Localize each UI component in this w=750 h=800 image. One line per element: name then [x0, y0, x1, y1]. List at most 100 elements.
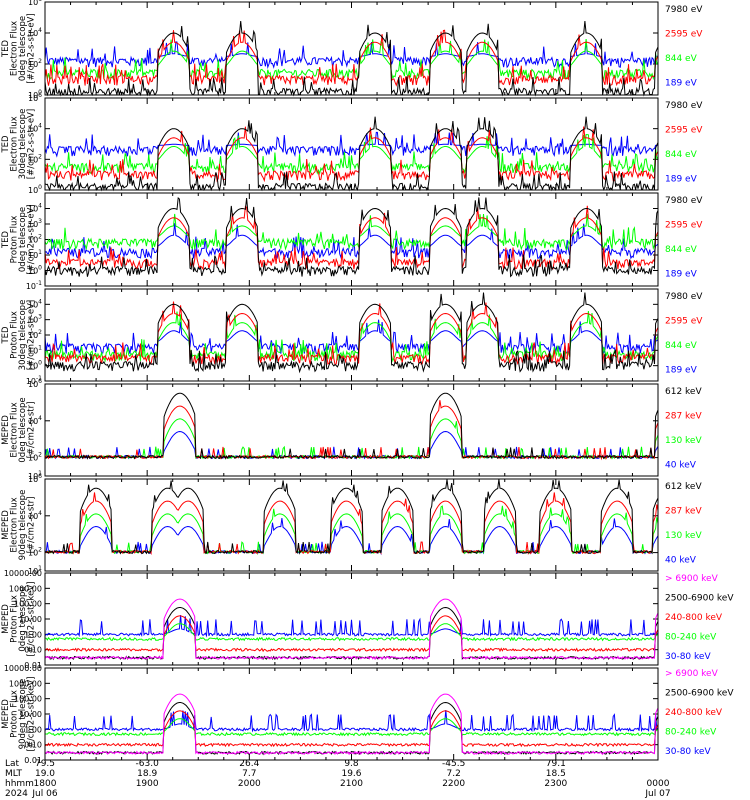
plot-frame — [44, 1, 659, 96]
legend-entry: 7980 eV — [665, 5, 703, 15]
y-axis-label-line: 0deg telescope — [18, 397, 28, 462]
x-tick-label: 79.1 — [546, 759, 566, 769]
y-tick-label: 0.01 — [24, 661, 42, 670]
y-axis-label-line: TED — [1, 326, 11, 345]
y-axis-label-line: MEPED — [1, 510, 11, 540]
series-trace-red — [44, 126, 659, 183]
legend-entry: 2595 eV — [665, 317, 703, 327]
series-trace-red — [44, 301, 659, 366]
y-axis-label-line: [#/cm2-s-str-eV] — [27, 109, 37, 179]
legend-entry: 30-80 keV — [665, 652, 711, 662]
y-tick-label: 102 — [28, 452, 42, 463]
series-trace-black — [44, 479, 659, 555]
x-axis-row-label: MLT — [5, 769, 23, 779]
y-tick-label: 102 — [28, 58, 42, 69]
legend-entry: 612 keV — [665, 387, 702, 397]
x-tick-label: Jul 06 — [31, 789, 57, 799]
x-axis-row-label: Lat — [5, 759, 20, 769]
y-tick-label: 1.00 — [24, 725, 42, 734]
y-tick-label: 10-1 — [26, 280, 42, 291]
y-tick-label: 101 — [28, 470, 42, 481]
series-trace-blue — [44, 615, 659, 638]
series-trace-green — [44, 133, 659, 176]
x-tick-label: 1900 — [136, 779, 159, 789]
series-trace-green — [44, 310, 659, 363]
x-tick-label: 7.7 — [242, 769, 256, 779]
y-axis-label-line: TED — [1, 230, 11, 249]
y-axis-label-line: TED — [1, 135, 11, 154]
y-axis-label-line: 0deg telescope — [18, 207, 28, 272]
legend-entry: 240-800 keV — [665, 613, 723, 623]
y-axis-label-line: [#/cm2-s-str-keV] — [27, 582, 37, 657]
series-trace-black — [44, 197, 659, 278]
legend-entry: 189 eV — [665, 366, 698, 376]
legend-entry: > 6900 keV — [665, 669, 719, 679]
y-tick-label: 101 — [28, 249, 42, 260]
legend-entry: 2595 eV — [665, 126, 703, 136]
legend-entry: 189 eV — [665, 175, 698, 185]
series-trace-blue — [44, 319, 659, 356]
y-axis-label-line: [#/cm2-s-str] — [27, 402, 37, 459]
x-tick-label: 1800 — [34, 779, 57, 789]
series-trace-magenta — [44, 693, 659, 756]
y-tick-label: 104 — [28, 415, 42, 426]
chart-panel-7: 0.01 0.10 1.00 10.00 100.00 1000.00 10000.00 ME… — [1, 569, 734, 670]
plot-frame — [44, 383, 659, 477]
x-tick-label: 26.4 — [239, 759, 259, 769]
legend-entry: 80-240 keV — [665, 728, 717, 738]
legend-entry: > 6900 keV — [665, 574, 719, 584]
legend-entry: 30-80 keV — [665, 747, 711, 757]
y-tick-label: 106 — [28, 473, 42, 484]
y-axis-label-line: 90deg telescope — [18, 679, 28, 750]
plot-frame — [44, 478, 659, 572]
series-trace-blue — [44, 223, 659, 260]
y-axis-label-line: MEPED — [1, 415, 11, 445]
series-trace-black — [44, 292, 659, 374]
x-tick-label: 9.8 — [344, 759, 359, 769]
y-axis-label-line: Electron Flux — [10, 116, 20, 171]
y-tick-label: 10000.00 — [4, 569, 42, 578]
legend-entry: 130 keV — [665, 531, 702, 541]
legend-entry: 612 keV — [665, 482, 702, 492]
y-tick-label: 0.01 — [24, 756, 42, 765]
y-tick-label: 100 — [28, 360, 42, 371]
x-tick-label: Jul 07 — [644, 789, 670, 799]
series-trace-green — [44, 213, 659, 251]
y-tick-label: 104 — [28, 123, 42, 134]
legend-entry: 844 eV — [665, 245, 698, 255]
series-trace-blue — [44, 710, 659, 733]
y-tick-label: 106 — [28, 378, 42, 389]
legend-entry: 240-800 keV — [665, 708, 723, 718]
y-axis-label-line: [#/cm2-s-str-eV] — [27, 13, 37, 83]
y-tick-label: 102 — [28, 547, 42, 558]
y-tick-label: 103 — [28, 314, 42, 325]
y-tick-label: 1000.00 — [9, 584, 42, 593]
y-axis-label-line: 0deg telescope — [18, 16, 28, 81]
series-trace-green — [45, 623, 659, 642]
series-trace-blue — [44, 41, 659, 70]
series-trace-red — [44, 615, 659, 653]
y-axis-label-line: Electron Flux — [10, 497, 20, 552]
y-axis-label-line: [#/cm2-s-str-keV] — [27, 677, 37, 752]
legend-entry: 2500-6900 keV — [665, 689, 734, 699]
y-tick-label: 104 — [28, 298, 42, 309]
y-axis-label-line: Proton Flux — [10, 690, 20, 738]
legend-entry: 189 eV — [665, 79, 698, 89]
y-tick-label: 102 — [28, 329, 42, 340]
y-axis-label-line: 90deg telescope — [18, 490, 28, 561]
y-tick-label: 100 — [28, 184, 42, 195]
y-tick-label: 0.10 — [24, 741, 42, 750]
y-tick-label: 106 — [28, 92, 42, 103]
y-axis-label-line: [#/cm2-s-str-eV] — [27, 204, 37, 274]
legend-entry: 844 eV — [665, 54, 698, 64]
x-tick-label: 18.5 — [546, 769, 566, 779]
x-tick-label: -63.0 — [136, 759, 160, 769]
y-axis-label-line: TED — [1, 39, 11, 58]
y-tick-label: 10000.00 — [4, 664, 42, 673]
series-trace-red — [44, 29, 659, 87]
y-axis-label-line: MEPED — [1, 604, 11, 634]
